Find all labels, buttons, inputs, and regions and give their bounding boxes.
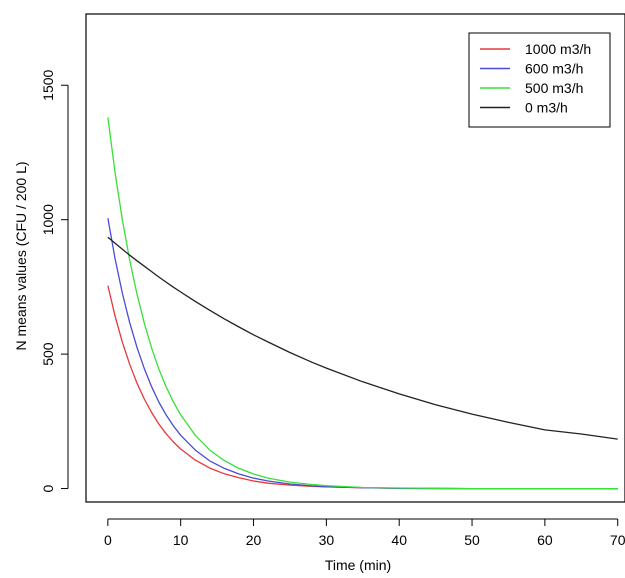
plot-frame — [85, 13, 625, 503]
legend-label-1: 600 m3/h — [525, 61, 583, 77]
x-tick-label: 30 — [319, 532, 335, 548]
x-tick-label: 60 — [537, 532, 553, 548]
x-tick-label: 10 — [173, 532, 189, 548]
series-line-3 — [107, 236, 618, 440]
legend-label-3: 0 m3/h — [525, 100, 568, 116]
x-tick-label: 40 — [391, 532, 407, 548]
y-tick-label: 0 — [40, 484, 56, 492]
series-layer — [107, 117, 618, 490]
x-axis-title: Time (min) — [325, 557, 391, 573]
y-tick-label: 500 — [40, 342, 56, 366]
y-tick-label: 1500 — [40, 69, 56, 100]
legend: 1000 m3/h 600 m3/h 500 m3/h 0 m3/h — [468, 32, 611, 128]
y-axis: 0 500 1000 1500 — [40, 69, 69, 492]
series-line-0 — [107, 285, 618, 490]
x-tick-label: 50 — [464, 532, 480, 548]
y-tick-label: 1000 — [40, 204, 56, 235]
x-tick-label: 70 — [610, 532, 625, 548]
legend-label-0: 1000 m3/h — [525, 41, 591, 57]
series-line-2 — [107, 117, 618, 490]
x-axis: 0 10 20 30 40 50 60 70 — [104, 518, 625, 548]
series-line-1 — [107, 218, 618, 490]
x-tick-label: 20 — [246, 532, 262, 548]
legend-label-2: 500 m3/h — [525, 80, 583, 96]
y-axis-title: N means values (CFU / 200 L) — [13, 161, 29, 350]
x-tick-label: 0 — [104, 532, 112, 548]
